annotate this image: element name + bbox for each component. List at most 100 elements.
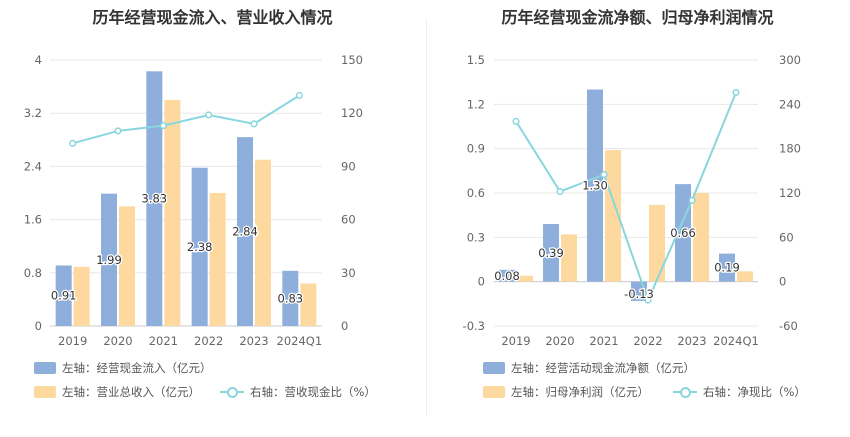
bar [517,275,533,282]
y-left-tick-label: 0.3 [467,230,485,244]
y-left-tick-label: 1.6 [24,213,42,227]
panel-divider [426,18,427,416]
legend-swatch-line [673,386,697,398]
legend-swatch-bar [483,362,505,374]
line-point [688,196,696,204]
chart-title: 历年经营现金流入、营业收入情况 [92,8,333,27]
y-left-tick-label: -0.3 [463,319,485,333]
y-right-tick-label: 0 [779,275,786,289]
y-right-tick-label: 180 [779,142,801,156]
bar [119,206,135,326]
x-tick-label: 2020 [545,334,574,348]
y-right-tick-label: -60 [779,319,798,333]
y-right-tick-label: 0 [341,319,348,333]
x-tick-label: 2020 [103,334,132,348]
data-label: 0.19 [714,261,740,275]
bar [561,234,577,282]
y-right-tick-label: 240 [779,97,801,111]
x-tick-label: 2019 [58,334,87,348]
y-right-tick-label: 150 [341,53,363,67]
data-label: 2.38 [187,240,213,254]
line-point [250,120,258,128]
bar [164,99,181,327]
bar [73,266,90,326]
bar [719,253,735,282]
x-tick-label: 2024Q1 [277,334,323,348]
line-point [600,170,608,179]
y-right-tick-label: 90 [341,159,356,173]
legend-item-net-profit[interactable]: 左轴：归母净利润（亿元） [483,384,649,400]
bar [237,137,253,326]
legend-item-cash-ratio[interactable]: 右轴：营收现金比（%） [220,384,376,400]
legend-item-cash-inflow[interactable]: 左轴：经营现金流入（亿元） [34,360,212,376]
chart-plot-left: 0 0.8 1.6 2.4 3.2 4 0 30 60 90 120 150 2019 2020 2021 2… [24,53,363,348]
x-tick-label: 2022 [194,334,223,348]
legend-item-net-cash-flow[interactable]: 左轴：经营活动现金流净额（亿元） [483,360,695,376]
y-left-tick-label: 4 [35,53,42,67]
y-left-tick-label: 0.6 [467,186,485,200]
data-label: 0.83 [278,291,304,305]
legend-label: 左轴：经营现金流入（亿元） [62,361,212,375]
data-label: -0.13 [624,287,654,301]
data-label: 0.91 [51,289,77,303]
x-tick-label: 2023 [677,334,706,348]
chart-panel-left: 历年经营现金流入、营业收入情况 0 0.8 1.6 2.4 3.2 4 0 30 60 90 120… [24,8,376,400]
x-tick-label: 2021 [589,334,618,348]
x-tick-label: 2022 [633,334,662,348]
x-tick-label: 2019 [501,334,530,348]
legend-item-net-cash-ratio[interactable]: 右轴：净现比（%） [673,384,806,400]
legend-label: 左轴：经营活动现金流净额（亿元） [511,361,695,375]
bar [282,270,299,326]
line-point [295,91,303,100]
line-point [205,111,213,119]
bar [209,193,226,326]
y-right-tick-label: 60 [341,213,356,227]
y-left-tick-label: 3.2 [24,106,42,120]
line-point [732,88,740,97]
legend-label: 右轴：净现比（%） [703,385,806,399]
bar [605,150,621,282]
legend-swatch-line [220,386,244,398]
line-point [159,122,167,130]
bar [146,71,163,327]
bar [255,159,271,326]
y-left-tick-label: 0 [35,319,42,333]
line-point [644,296,652,304]
data-label: 0.08 [494,269,520,283]
data-label: 1.99 [96,253,122,267]
legend-item-revenue[interactable]: 左轴：营业总收入（亿元） [34,384,200,400]
bar [55,265,72,326]
line-point [114,127,122,135]
legend-label: 左轴：营业总收入（亿元） [62,385,200,399]
chart-panel-right: 历年经营现金流净额、归母净利润情况 -0.3 0 0.3 0.6 0.9 1.2 1.5 -6… [425,0,850,437]
data-label: 0.66 [670,226,696,240]
bar [499,269,515,282]
bar [300,283,317,326]
y-right-tick-label: 120 [341,106,363,120]
legend-label: 左轴：归母净利润（亿元） [511,385,649,399]
series-line [515,92,737,303]
line-point [556,187,564,196]
x-tick-label: 2024Q1 [713,334,759,348]
y-left-tick-label: 0.9 [467,142,485,156]
y-left-tick-label: 2.4 [24,159,42,173]
data-label: 2.84 [232,225,258,239]
legend-swatch-bar [34,362,56,374]
y-left-tick-label: 1.5 [467,53,485,67]
line-point [69,139,77,147]
bar [649,204,665,282]
bar [693,193,709,282]
bar [675,184,691,282]
bar [587,89,603,282]
chart-plot-right: -0.3 0 0.3 0.6 0.9 1.2 1.5 -60 0 60 120 180 240 300 20… [463,53,801,348]
y-right-tick-label: 300 [779,53,801,67]
y-left-tick-label: 1.2 [467,97,485,111]
data-label: 1.30 [582,179,608,193]
bar [543,224,559,282]
x-tick-label: 2021 [149,334,178,348]
y-right-tick-label: 60 [779,230,794,244]
legend-swatch-bar [34,386,56,398]
series-line [72,94,300,145]
x-tick-label: 2023 [239,334,268,348]
